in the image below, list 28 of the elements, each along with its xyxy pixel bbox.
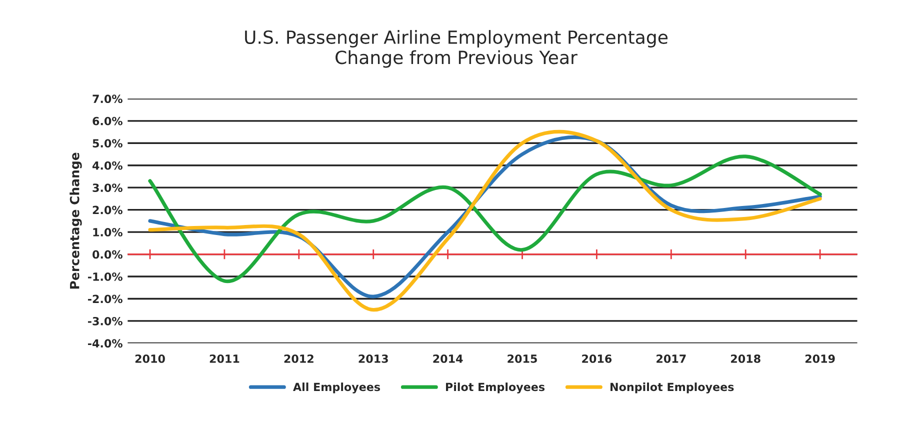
x-tick-label: 2018 xyxy=(731,354,760,363)
x-tick-label: 2011 xyxy=(210,354,240,363)
legend-label: All Employees xyxy=(293,382,380,394)
y-tick-label: 4.0% xyxy=(92,161,122,170)
y-tick-label: 3.0% xyxy=(92,184,122,192)
y-tick-label: -3.0% xyxy=(88,316,122,326)
legend-label: Nonpilot Employees xyxy=(610,382,734,394)
y-tick-label: 1.0% xyxy=(93,228,122,236)
y-tick-label: -4.0% xyxy=(88,339,122,348)
x-tick-label: 2012 xyxy=(284,354,314,363)
x-tick-label: 2010 xyxy=(135,354,165,363)
x-tick-label: 2013 xyxy=(358,354,388,363)
chart-title: U.S. Passenger Airline Employment Percentage Change from Previous Year xyxy=(245,30,668,68)
line-series xyxy=(148,154,822,283)
x-tick-label: 2017 xyxy=(656,354,686,363)
y-tick-label: -2.0% xyxy=(88,294,122,304)
y-axis-title: Percentage Change xyxy=(70,152,82,289)
y-tick-label: 5.0% xyxy=(92,139,122,148)
x-tick-label: 2016 xyxy=(582,354,612,363)
y-tick-label: 6.0% xyxy=(92,116,122,126)
legend-label: Pilot Employees xyxy=(446,382,545,394)
x-tick-label: 2019 xyxy=(805,354,835,363)
y-tick-label: 0.0% xyxy=(92,250,122,259)
y-tick-label: 7.0% xyxy=(92,94,122,104)
y-tick-label: 2.0% xyxy=(92,206,122,214)
x-tick-label: 2015 xyxy=(508,354,537,363)
x-tick-label: 2014 xyxy=(433,354,463,363)
y-tick-label: -1.0% xyxy=(88,272,122,281)
